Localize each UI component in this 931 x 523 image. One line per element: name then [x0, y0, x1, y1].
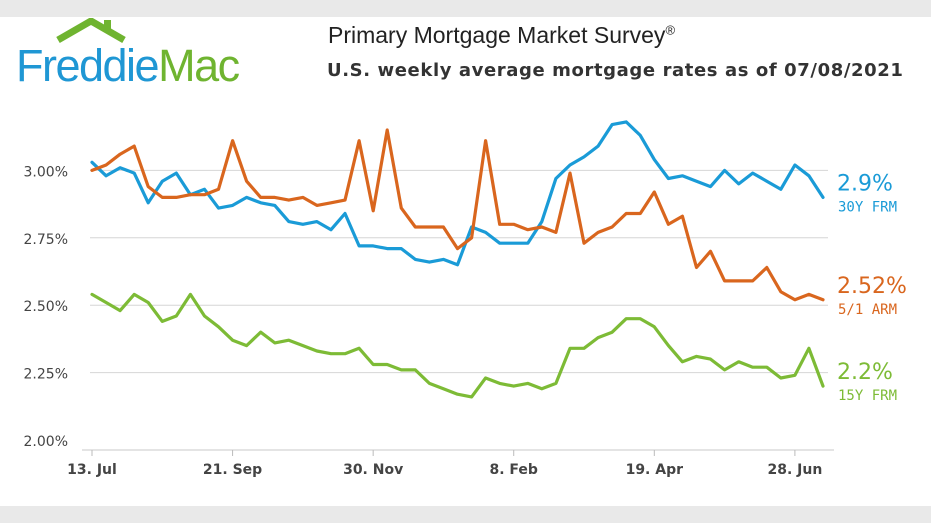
- y-tick-label: 2.00%: [24, 434, 68, 450]
- series-line-30y-frm: [90, 120, 825, 267]
- y-tick-label: 2.75%: [24, 232, 68, 248]
- y-tick-label: 2.25%: [24, 367, 68, 383]
- x-tick-label: 21. Sep: [203, 462, 262, 478]
- x-tick-label: 8. Feb: [490, 462, 538, 478]
- series-name-30y-frm: 30Y FRM: [838, 199, 897, 215]
- chart-title: Primary Mortgage Market Survey®: [328, 22, 675, 49]
- chart-title-text: Primary Mortgage Market Survey: [328, 22, 666, 48]
- series-line-5-1-arm: [90, 128, 825, 302]
- logo-wordmark: FreddieMac: [16, 40, 240, 92]
- logo-part-mac: Mac: [158, 40, 240, 91]
- x-tick-label: 28. Jun: [767, 462, 822, 478]
- plot-area: [90, 103, 828, 440]
- series-last-value-30y-frm: 2.9%: [837, 171, 893, 196]
- x-tick-label: 30. Nov: [343, 462, 403, 478]
- x-tick-label: 13. Jul: [67, 462, 117, 478]
- chart-subtitle: U.S. weekly average mortgage rates as of…: [327, 60, 904, 81]
- y-tick-label: 2.50%: [24, 299, 68, 315]
- series-line-15y-frm: [90, 292, 825, 399]
- y-tick-label: 3.00%: [24, 164, 68, 180]
- registered-mark: ®: [665, 22, 676, 38]
- series-last-value-5-1-arm: 2.52%: [837, 274, 907, 299]
- house-roof-icon: [56, 18, 126, 44]
- logo-part-freddie: Freddie: [16, 40, 160, 91]
- freddie-mac-logo: FreddieMac: [16, 18, 298, 102]
- series-name-5-1-arm: 5/1 ARM: [838, 302, 897, 318]
- series-name-15y-frm: 15Y FRM: [838, 388, 897, 404]
- series-last-value-15y-frm: 2.2%: [837, 360, 893, 385]
- x-tick-label: 19. Apr: [626, 462, 684, 478]
